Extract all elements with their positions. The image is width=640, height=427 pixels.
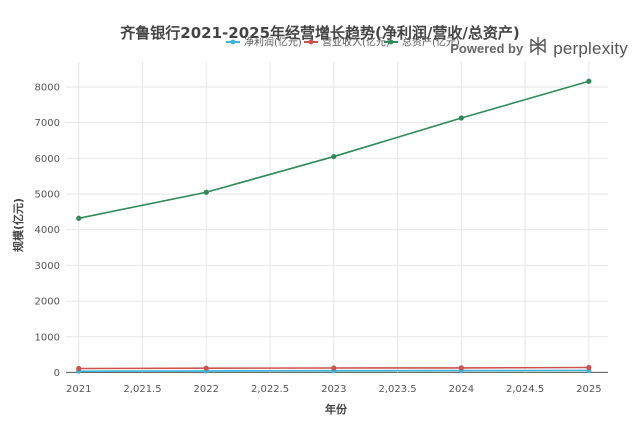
x-tick-label: 2,022.5 [251,384,289,395]
x-tick-label: 2,021.5 [123,384,161,395]
data-point [203,189,209,195]
powered-by-text: Powered by [450,41,524,56]
legend-item: 总资产(亿元) [384,36,460,49]
y-tick-label: 6000 [35,154,60,165]
series-1 [76,364,592,372]
y-tick-label: 8000 [35,82,60,93]
y-tick-label: 1000 [35,332,60,343]
x-tick-label: 2024 [449,384,474,395]
legend-marker [388,39,394,45]
legend-label: 净利润(亿元) [244,36,302,49]
x-tick-label: 2021 [66,384,91,395]
y-tick-label: 3000 [35,261,60,272]
x-tick-label: 2023 [321,384,346,395]
y-tick-label: 5000 [35,190,60,201]
x-tick-label: 2022 [194,384,219,395]
brand-name: perplexity [553,38,628,58]
x-tick-label: 2,024.5 [506,384,544,395]
x-axis-ticks: 2021 2,021.5 2022 2,022.5 2023 2,023.5 2024 2,0… [66,384,602,395]
data-point [76,215,82,221]
x-axis-label: 年份 [325,402,348,416]
x-tick-label: 2025 [576,384,601,395]
grid [66,62,608,373]
data-point [586,78,592,84]
legend-marker [308,39,314,45]
y-tick-label: 0 [54,368,60,379]
data-point [331,365,337,371]
legend: 净利润(亿元) 营业收入(亿元) 总资产(亿元) [226,36,460,49]
data-point [458,115,464,121]
y-tick-label: 2000 [35,297,60,308]
series-layer [76,78,592,374]
series-2 [76,78,592,221]
legend-label: 总资产(亿元) [402,36,460,49]
data-point [76,365,82,372]
legend-label: 营业收入(亿元) [322,36,390,49]
data-point [331,153,337,160]
perplexity-logo-icon [529,36,547,61]
y-tick-label: 7000 [35,118,60,129]
brand-watermark: Powered by perplexity [450,36,628,61]
y-axis-ticks: 0 1000 2000 3000 4000 5000 6000 7000 8000 [35,82,60,378]
y-axis-label: 规模(亿元) [11,198,25,252]
data-point [458,365,464,371]
data-point [203,365,209,371]
y-tick-label: 4000 [35,225,60,236]
chart-title: 齐鲁银行2021-2025年经营增长趋势(净利润/营收/总资产) [120,24,519,42]
legend-item: 营业收入(亿元) [304,36,390,49]
data-point [586,364,592,371]
legend-marker [230,39,236,45]
legend-item: 净利润(亿元) [226,36,302,49]
x-tick-label: 2,023.5 [378,384,416,395]
